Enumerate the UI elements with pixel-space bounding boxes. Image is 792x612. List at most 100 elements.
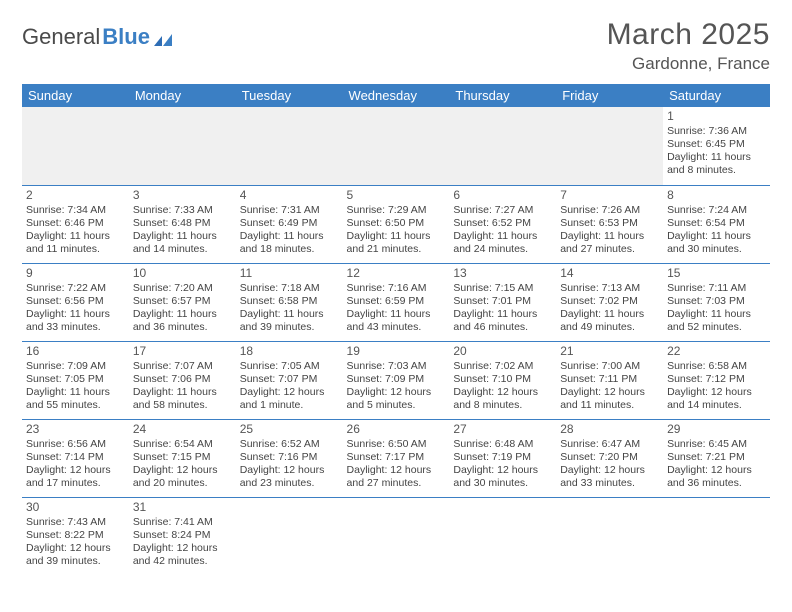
location: Gardonne, France bbox=[607, 54, 770, 74]
daylight-line: Daylight: 11 hours and 55 minutes. bbox=[26, 386, 125, 412]
sunset-line: Sunset: 7:05 PM bbox=[26, 373, 125, 386]
daylight-line: Daylight: 12 hours and 20 minutes. bbox=[133, 464, 232, 490]
sunset-line: Sunset: 6:52 PM bbox=[453, 217, 552, 230]
day-number: 25 bbox=[240, 422, 339, 437]
month-title: March 2025 bbox=[607, 18, 770, 52]
calendar-cell: 26Sunrise: 6:50 AMSunset: 7:17 PMDayligh… bbox=[343, 419, 450, 497]
sunrise-line: Sunrise: 7:02 AM bbox=[453, 360, 552, 373]
calendar-cell: 23Sunrise: 6:56 AMSunset: 7:14 PMDayligh… bbox=[22, 419, 129, 497]
sunrise-line: Sunrise: 7:20 AM bbox=[133, 282, 232, 295]
day-number: 24 bbox=[133, 422, 232, 437]
daylight-line: Daylight: 11 hours and 27 minutes. bbox=[560, 230, 659, 256]
calendar-cell bbox=[449, 497, 556, 575]
calendar-cell: 30Sunrise: 7:43 AMSunset: 8:22 PMDayligh… bbox=[22, 497, 129, 575]
day-number: 21 bbox=[560, 344, 659, 359]
calendar-cell: 19Sunrise: 7:03 AMSunset: 7:09 PMDayligh… bbox=[343, 341, 450, 419]
sunset-line: Sunset: 7:19 PM bbox=[453, 451, 552, 464]
daylight-line: Daylight: 11 hours and 33 minutes. bbox=[26, 308, 125, 334]
sunset-line: Sunset: 6:53 PM bbox=[560, 217, 659, 230]
sunrise-line: Sunrise: 6:48 AM bbox=[453, 438, 552, 451]
flag-icon bbox=[154, 28, 172, 42]
day-number: 4 bbox=[240, 188, 339, 203]
sunrise-line: Sunrise: 7:34 AM bbox=[26, 204, 125, 217]
sunrise-line: Sunrise: 7:27 AM bbox=[453, 204, 552, 217]
daylight-line: Daylight: 11 hours and 21 minutes. bbox=[347, 230, 446, 256]
daylight-line: Daylight: 12 hours and 23 minutes. bbox=[240, 464, 339, 490]
weekday-header: Thursday bbox=[449, 84, 556, 107]
daylight-line: Daylight: 11 hours and 43 minutes. bbox=[347, 308, 446, 334]
sunset-line: Sunset: 6:45 PM bbox=[667, 138, 766, 151]
weekday-header: Tuesday bbox=[236, 84, 343, 107]
daylight-line: Daylight: 11 hours and 30 minutes. bbox=[667, 230, 766, 256]
sunset-line: Sunset: 7:12 PM bbox=[667, 373, 766, 386]
calendar-cell bbox=[556, 107, 663, 185]
calendar-cell: 16Sunrise: 7:09 AMSunset: 7:05 PMDayligh… bbox=[22, 341, 129, 419]
daylight-line: Daylight: 12 hours and 1 minute. bbox=[240, 386, 339, 412]
calendar-cell bbox=[236, 107, 343, 185]
calendar-cell: 25Sunrise: 6:52 AMSunset: 7:16 PMDayligh… bbox=[236, 419, 343, 497]
sunrise-line: Sunrise: 7:07 AM bbox=[133, 360, 232, 373]
calendar-cell: 14Sunrise: 7:13 AMSunset: 7:02 PMDayligh… bbox=[556, 263, 663, 341]
day-number: 14 bbox=[560, 266, 659, 281]
weekday-header: Sunday bbox=[22, 84, 129, 107]
sunset-line: Sunset: 7:02 PM bbox=[560, 295, 659, 308]
sunrise-line: Sunrise: 6:50 AM bbox=[347, 438, 446, 451]
brand-part2: Blue bbox=[102, 24, 150, 50]
sunset-line: Sunset: 7:07 PM bbox=[240, 373, 339, 386]
daylight-line: Daylight: 11 hours and 14 minutes. bbox=[133, 230, 232, 256]
sunset-line: Sunset: 7:03 PM bbox=[667, 295, 766, 308]
sunset-line: Sunset: 7:21 PM bbox=[667, 451, 766, 464]
calendar-cell bbox=[556, 497, 663, 575]
sunset-line: Sunset: 7:16 PM bbox=[240, 451, 339, 464]
sunrise-line: Sunrise: 7:13 AM bbox=[560, 282, 659, 295]
daylight-line: Daylight: 12 hours and 30 minutes. bbox=[453, 464, 552, 490]
sunset-line: Sunset: 8:24 PM bbox=[133, 529, 232, 542]
daylight-line: Daylight: 12 hours and 27 minutes. bbox=[347, 464, 446, 490]
sunset-line: Sunset: 6:50 PM bbox=[347, 217, 446, 230]
calendar-cell: 18Sunrise: 7:05 AMSunset: 7:07 PMDayligh… bbox=[236, 341, 343, 419]
weekday-header: Wednesday bbox=[343, 84, 450, 107]
sunrise-line: Sunrise: 7:31 AM bbox=[240, 204, 339, 217]
calendar-cell: 8Sunrise: 7:24 AMSunset: 6:54 PMDaylight… bbox=[663, 185, 770, 263]
daylight-line: Daylight: 11 hours and 39 minutes. bbox=[240, 308, 339, 334]
daylight-line: Daylight: 12 hours and 39 minutes. bbox=[26, 542, 125, 568]
sunset-line: Sunset: 7:14 PM bbox=[26, 451, 125, 464]
day-number: 16 bbox=[26, 344, 125, 359]
sunset-line: Sunset: 7:11 PM bbox=[560, 373, 659, 386]
day-number: 19 bbox=[347, 344, 446, 359]
sunrise-line: Sunrise: 7:11 AM bbox=[667, 282, 766, 295]
daylight-line: Daylight: 12 hours and 42 minutes. bbox=[133, 542, 232, 568]
calendar-cell: 3Sunrise: 7:33 AMSunset: 6:48 PMDaylight… bbox=[129, 185, 236, 263]
weekday-header: Saturday bbox=[663, 84, 770, 107]
calendar-cell bbox=[236, 497, 343, 575]
calendar-cell: 29Sunrise: 6:45 AMSunset: 7:21 PMDayligh… bbox=[663, 419, 770, 497]
title-block: March 2025 Gardonne, France bbox=[607, 18, 770, 74]
daylight-line: Daylight: 12 hours and 5 minutes. bbox=[347, 386, 446, 412]
calendar-cell bbox=[22, 107, 129, 185]
sunrise-line: Sunrise: 7:15 AM bbox=[453, 282, 552, 295]
brand-logo: GeneralBlue bbox=[22, 18, 172, 50]
sunset-line: Sunset: 7:17 PM bbox=[347, 451, 446, 464]
daylight-line: Daylight: 12 hours and 8 minutes. bbox=[453, 386, 552, 412]
day-number: 6 bbox=[453, 188, 552, 203]
sunrise-line: Sunrise: 7:18 AM bbox=[240, 282, 339, 295]
sunrise-line: Sunrise: 7:41 AM bbox=[133, 516, 232, 529]
calendar-cell: 12Sunrise: 7:16 AMSunset: 6:59 PMDayligh… bbox=[343, 263, 450, 341]
sunrise-line: Sunrise: 7:05 AM bbox=[240, 360, 339, 373]
daylight-line: Daylight: 11 hours and 36 minutes. bbox=[133, 308, 232, 334]
sunset-line: Sunset: 7:10 PM bbox=[453, 373, 552, 386]
calendar-cell: 31Sunrise: 7:41 AMSunset: 8:24 PMDayligh… bbox=[129, 497, 236, 575]
sunrise-line: Sunrise: 7:00 AM bbox=[560, 360, 659, 373]
sunrise-line: Sunrise: 7:26 AM bbox=[560, 204, 659, 217]
daylight-line: Daylight: 11 hours and 8 minutes. bbox=[667, 151, 766, 177]
calendar-cell bbox=[343, 107, 450, 185]
calendar-cell: 13Sunrise: 7:15 AMSunset: 7:01 PMDayligh… bbox=[449, 263, 556, 341]
day-number: 28 bbox=[560, 422, 659, 437]
calendar-cell: 6Sunrise: 7:27 AMSunset: 6:52 PMDaylight… bbox=[449, 185, 556, 263]
sunset-line: Sunset: 6:58 PM bbox=[240, 295, 339, 308]
day-number: 27 bbox=[453, 422, 552, 437]
daylight-line: Daylight: 12 hours and 33 minutes. bbox=[560, 464, 659, 490]
day-number: 29 bbox=[667, 422, 766, 437]
sunrise-line: Sunrise: 7:36 AM bbox=[667, 125, 766, 138]
daylight-line: Daylight: 12 hours and 36 minutes. bbox=[667, 464, 766, 490]
